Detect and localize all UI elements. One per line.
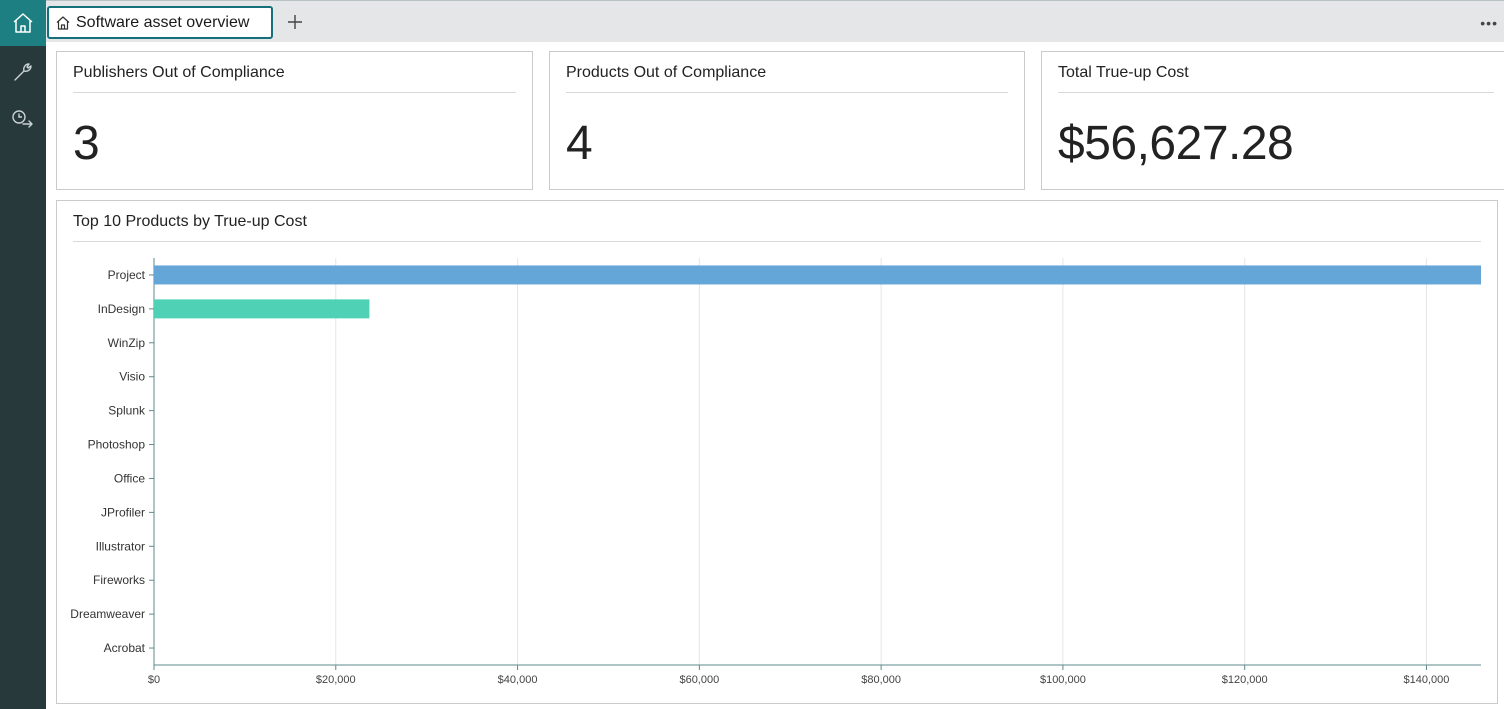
category-label: Dreamweaver: [70, 607, 145, 621]
category-label: Acrobat: [104, 641, 146, 655]
x-tick-label: $60,000: [679, 674, 719, 686]
category-label: Photoshop: [88, 438, 146, 452]
card-title: Total True-up Cost: [1058, 64, 1494, 93]
history-nav-button[interactable]: [0, 96, 46, 142]
x-tick-label: $100,000: [1040, 674, 1086, 686]
card-value: $56,627.28: [1058, 117, 1294, 170]
x-tick-label: $40,000: [498, 674, 538, 686]
tab-software-asset-overview[interactable]: Software asset overview: [47, 6, 273, 39]
category-label: Fireworks: [93, 573, 145, 587]
x-tick-label: $80,000: [861, 674, 901, 686]
category-label: Visio: [119, 370, 145, 384]
products-card: Products Out of Compliance 4: [549, 51, 1025, 190]
publishers-card: Publishers Out of Compliance 3: [56, 51, 533, 190]
add-tab-icon[interactable]: [286, 13, 304, 31]
category-label: Project: [108, 268, 146, 282]
category-label: InDesign: [98, 302, 145, 316]
true-up-cost-card: Total True-up Cost $56,627.28: [1041, 51, 1504, 190]
tab-bar: Software asset overview •••: [46, 0, 1504, 43]
home-icon: [55, 15, 71, 31]
category-label: JProfiler: [101, 505, 145, 519]
x-tick-label: $20,000: [316, 674, 356, 686]
category-label: Splunk: [108, 404, 146, 418]
x-tick-label: $120,000: [1222, 674, 1268, 686]
card-title: Publishers Out of Compliance: [73, 64, 516, 93]
tab-label: Software asset overview: [76, 13, 250, 31]
dashboard-content: Publishers Out of Compliance 3 Products …: [46, 42, 1504, 709]
category-label: Office: [114, 471, 145, 485]
tools-nav-button[interactable]: [0, 49, 46, 95]
more-options-icon[interactable]: •••: [1480, 15, 1498, 31]
home-nav-button[interactable]: [0, 0, 46, 46]
bar-chart: $0 $20,000 $40,000 $60,000 $80,000 $100,000 $1…: [70, 258, 1481, 686]
card-value: 4: [566, 117, 593, 170]
x-tick-label: $140,000: [1404, 674, 1450, 686]
left-sidebar: [0, 0, 46, 709]
card-title: Products Out of Compliance: [566, 64, 1008, 93]
home-icon: [13, 13, 33, 33]
card-value: 3: [73, 117, 100, 170]
x-tick-label: $0: [148, 674, 160, 686]
chart-title: Top 10 Products by True-up Cost: [73, 213, 1481, 242]
clock-arrow-icon: [12, 110, 33, 128]
bar-project: [154, 265, 1481, 285]
category-label: WinZip: [108, 336, 146, 350]
top-products-chart-card: Top 10 Products by True-up Cost $0 $20,00…: [56, 200, 1498, 704]
bar-indesign: [154, 299, 370, 319]
wrench-icon: [14, 63, 32, 81]
category-label: Illustrator: [96, 539, 145, 553]
